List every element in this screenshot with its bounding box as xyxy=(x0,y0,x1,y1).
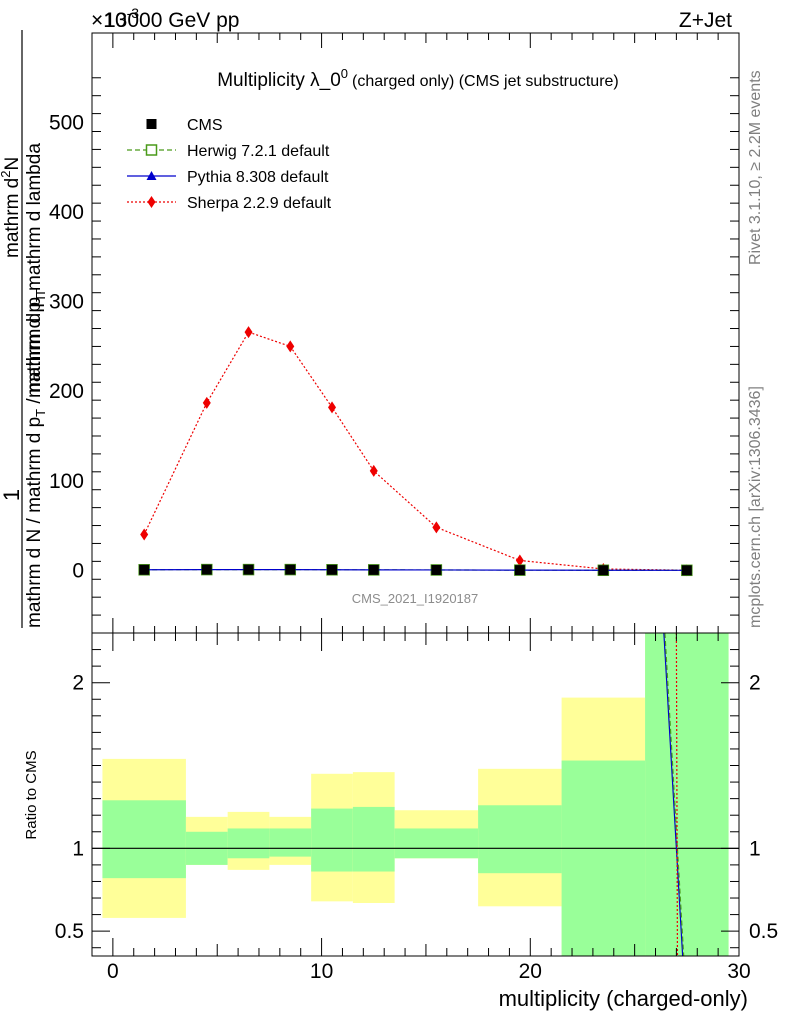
ratio-y-tick-label-right: 1 xyxy=(749,837,761,860)
process-label: Z+Jet xyxy=(679,9,732,32)
main-series-layer xyxy=(138,326,693,577)
legend-marker xyxy=(145,144,158,156)
cms-data-point xyxy=(598,565,609,576)
sherpa-point xyxy=(515,554,524,567)
ratio-band-green xyxy=(561,760,646,956)
ratio-y-tick-label: 2 xyxy=(72,672,84,695)
x-axis-title: multiplicity (charged-only) xyxy=(499,986,748,1011)
legend: CMS Herwig 7.2.1 default Pythia 8.308 defa… xyxy=(127,117,332,212)
ratio-axes: 0.5 0.51 12 20 10 20 30 xyxy=(55,633,778,983)
ratio-band-green xyxy=(478,805,562,874)
sherpa-point xyxy=(328,401,337,414)
sherpa-point xyxy=(140,528,149,541)
ratio-band-green xyxy=(645,633,729,956)
sherpa-point xyxy=(432,521,441,534)
cms-data-point xyxy=(431,564,442,575)
cms-data-point xyxy=(243,564,254,575)
scale-factor-label: ×10-3 xyxy=(91,5,139,32)
ratio-curve xyxy=(675,632,679,957)
y-title-line-1: mathrm d N / mathrm d pT / mathrm d pT xyxy=(24,289,48,628)
ratio-band-green xyxy=(102,800,186,879)
mcplots-label: mcplots.cern.ch [arXiv:1306.3436] xyxy=(747,386,764,628)
cms-data-point xyxy=(514,565,525,576)
ratio-band-green xyxy=(311,808,353,872)
ratio-band-green xyxy=(352,806,395,872)
series-line-2 xyxy=(144,568,687,571)
ratio-band-green xyxy=(394,828,479,859)
sherpa-point xyxy=(202,396,211,409)
sherpa-point xyxy=(369,464,378,477)
legend-label: CMS xyxy=(187,117,223,134)
ratio-curve xyxy=(663,632,684,957)
x-tick-label: 20 xyxy=(519,960,542,983)
legend-label: Sherpa 2.2.9 default xyxy=(187,195,332,212)
sherpa-point xyxy=(286,340,295,353)
y-tick-label: 400 xyxy=(49,201,84,224)
y-title-line-3: mathrm d pTmathrm d lambda xyxy=(24,143,48,398)
analysis-watermark: CMS_2021_I1920187 xyxy=(352,591,479,606)
ratio-band-green xyxy=(227,828,270,859)
legend-marker xyxy=(146,171,157,180)
sherpa-point xyxy=(244,326,253,339)
x-tick-label: 30 xyxy=(727,960,750,983)
ratio-curve xyxy=(664,632,685,957)
ratio-y-tick-label-right: 2 xyxy=(749,672,761,695)
plot-title: Multiplicity λ_00 (charged only) (CMS jet… xyxy=(217,66,619,91)
cms-data-point xyxy=(285,564,296,575)
main-panel: 0 100 200 300 400 500 Multiplicity λ_00 (charg… xyxy=(49,32,740,634)
main-y-axis-title: 1 mathrm d N / mathrm d pT / mathrm d pT… xyxy=(0,30,48,628)
rivet-version-label: Rivet 3.1.10, ≥ 2.2M events xyxy=(747,70,764,265)
main-y-axis: 0 100 200 300 400 500 xyxy=(49,33,740,633)
y-tick-label: 500 xyxy=(49,112,84,135)
legend-marker xyxy=(146,119,157,129)
cms-data-point xyxy=(139,564,150,575)
cms-data-point xyxy=(681,565,692,576)
ratio-y-tick-label-right: 0.5 xyxy=(749,920,778,943)
cms-data-point xyxy=(201,564,212,575)
y-tick-label: 0 xyxy=(72,559,84,582)
ratio-panel: 0.5 0.51 12 20 10 20 30 Ratio to CMS multiplic… xyxy=(23,632,778,1011)
ratio-y-axis-title: Ratio to CMS xyxy=(23,750,40,839)
ratio-curves-layer xyxy=(663,632,685,957)
ratio-frame xyxy=(91,632,740,957)
y-tick-label: 200 xyxy=(49,380,84,403)
legend-marker xyxy=(147,196,156,208)
y-tick-label: 100 xyxy=(49,470,84,493)
y-tick-label: 300 xyxy=(49,291,84,314)
ratio-bands-layer xyxy=(92,633,739,956)
ratio-y-tick-label: 1 xyxy=(72,837,84,860)
cms-data-point xyxy=(327,564,338,575)
legend-label: Herwig 7.2.1 default xyxy=(187,143,330,160)
ratio-band-green xyxy=(269,828,312,857)
y-title-numerator: 1 xyxy=(0,489,24,501)
x-tick-label: 0 xyxy=(107,960,119,983)
series-line-3 xyxy=(143,331,687,571)
y-title-line-2: mathrm d2N xyxy=(0,157,23,258)
legend-label: Pythia 8.308 default xyxy=(187,169,329,186)
x-tick-label: 10 xyxy=(310,960,333,983)
energy-label: 13000 GeV pp xyxy=(104,9,239,32)
cms-data-point xyxy=(368,564,379,575)
ratio-y-tick-label: 0.5 xyxy=(55,920,84,943)
